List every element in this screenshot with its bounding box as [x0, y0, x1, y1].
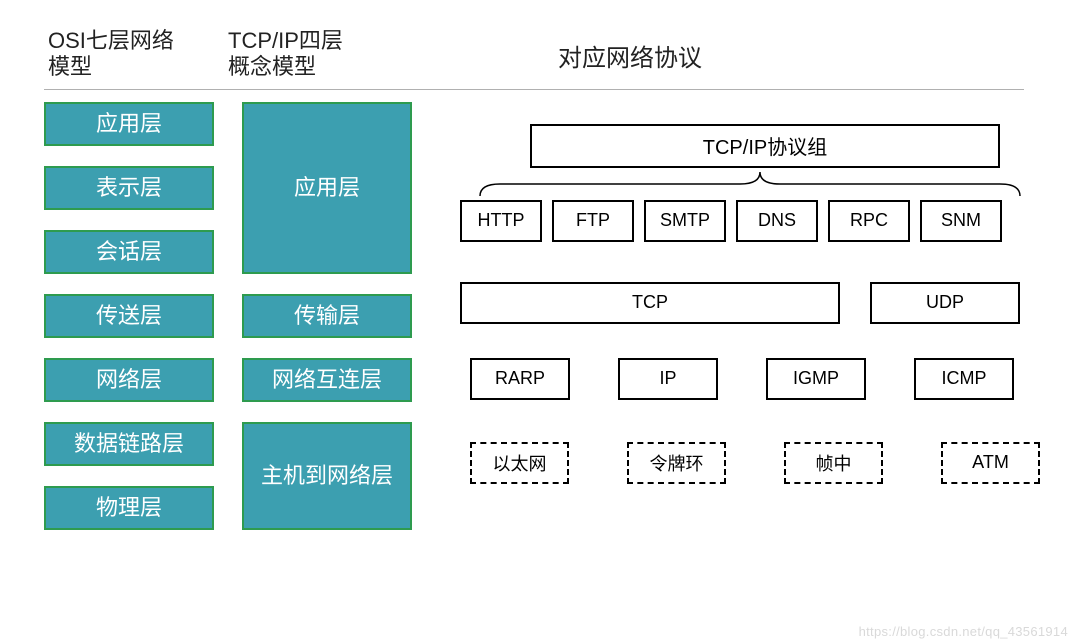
- proto-ip: IP: [618, 358, 718, 400]
- header-osi-line2: 模型: [48, 54, 92, 79]
- header-proto: 对应网络协议: [558, 38, 702, 73]
- proto-ftp: FTP: [552, 200, 634, 242]
- osi-layer-presentation: 表示层: [44, 166, 214, 210]
- proto-udp: UDP: [870, 282, 1020, 324]
- protocol-row-transport: TCP UDP: [460, 282, 1040, 324]
- header-tcpip: TCP/IP四层 概念模型: [228, 28, 448, 81]
- tcpip-layer-application: 应用层: [242, 102, 412, 274]
- proto-icmp: ICMP: [914, 358, 1014, 400]
- header-osi-line1: OSI七层网络: [48, 28, 174, 53]
- osi-layer-network: 网络层: [44, 358, 214, 402]
- protocol-row-link: 以太网 令牌环 帧中 ATM: [470, 442, 1040, 484]
- proto-dns: DNS: [736, 200, 818, 242]
- tcpip-column: 应用层 传输层 网络互连层 主机到网络层: [242, 102, 412, 530]
- osi-layer-datalink: 数据链路层: [44, 422, 214, 466]
- proto-http: HTTP: [460, 200, 542, 242]
- proto-smtp: SMTP: [644, 200, 726, 242]
- tcpip-layer-transport: 传输层: [242, 294, 412, 338]
- proto-igmp: IGMP: [766, 358, 866, 400]
- header-tcpip-line2: 概念模型: [228, 54, 316, 79]
- tcpip-layer-link: 主机到网络层: [242, 422, 412, 530]
- header-tcpip-line1: TCP/IP四层: [228, 28, 343, 53]
- protocol-row-network: RARP IP IGMP ICMP: [470, 358, 1040, 400]
- osi-layer-session: 会话层: [44, 230, 214, 274]
- proto-ethernet: 以太网: [470, 442, 569, 484]
- brace: [460, 168, 1030, 200]
- osi-layer-physical: 物理层: [44, 486, 214, 530]
- watermark: https://blog.csdn.net/qq_43561914: [859, 624, 1068, 639]
- osi-layer-application: 应用层: [44, 102, 214, 146]
- protocols-column: TCP/IP协议组 HTTP FTP SMTP DNS RPC SNM TCP …: [450, 102, 1040, 530]
- proto-rarp: RARP: [470, 358, 570, 400]
- tcpip-layer-link-label: 主机到网络层: [261, 463, 393, 488]
- proto-rpc: RPC: [828, 200, 910, 242]
- proto-atm: ATM: [941, 442, 1040, 484]
- proto-tcp: TCP: [460, 282, 840, 324]
- osi-column: 应用层 表示层 会话层 传送层 网络层 数据链路层 物理层: [44, 102, 214, 530]
- proto-tokenring: 令牌环: [627, 442, 726, 484]
- protocol-row-app: HTTP FTP SMTP DNS RPC SNM: [460, 200, 1040, 242]
- proto-framerelay: 帧中: [784, 442, 883, 484]
- brace-icon: [460, 166, 1030, 200]
- tcpip-layer-internet: 网络互连层: [242, 358, 412, 402]
- protocol-group-title: TCP/IP协议组: [530, 124, 1000, 168]
- header-osi: OSI七层网络 模型: [48, 28, 228, 81]
- proto-snm: SNM: [920, 200, 1002, 242]
- osi-layer-transport: 传送层: [44, 294, 214, 338]
